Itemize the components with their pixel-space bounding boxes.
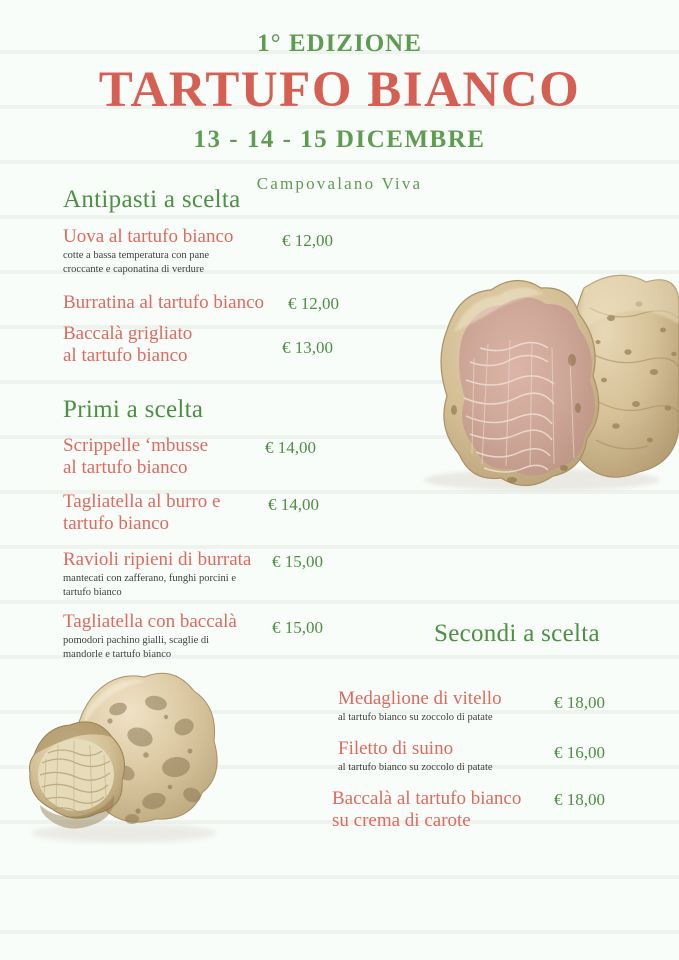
page-title: TARTUFO BIANCO bbox=[98, 62, 581, 118]
item-name: Filetto di suino bbox=[338, 738, 454, 759]
menu-item: Uova al tartufo bianco cotte a bassa tem… bbox=[63, 226, 293, 277]
item-price: € 12,00 bbox=[282, 231, 333, 250]
truffle-pair-photo bbox=[392, 212, 679, 494]
item-name: Ravioli ripieni di burrata bbox=[63, 549, 252, 570]
item-description: al tartufo bianco su zoccolo di patate bbox=[338, 712, 493, 724]
item-price: € 18,00 bbox=[554, 790, 605, 809]
item-price: € 15,00 bbox=[272, 618, 323, 637]
menu-item: Filetto di suino al tartufo bianco su zo… bbox=[338, 738, 558, 775]
item-name: Tagliatella al burro e tartufo bianco bbox=[63, 491, 221, 535]
item-price: € 15,00 bbox=[272, 552, 323, 571]
item-description: cotte a bassa temperatura con pane crocc… bbox=[63, 250, 210, 276]
poster-header: 1° EDIZIONE TARTUFO BIANCO 13 - 14 - 15 … bbox=[0, 0, 679, 194]
menu-item: Scrippelle ‘mbusse al tartufo bianco bbox=[63, 435, 283, 480]
section-title-antipasti: Antipasti a scelta bbox=[63, 186, 241, 213]
menu-item: Tagliatella con baccalà pomodori pachino… bbox=[63, 611, 273, 662]
menu-item: Tagliatella al burro e tartufo bianco bbox=[63, 491, 283, 536]
item-price: € 16,00 bbox=[554, 743, 605, 762]
item-name: Burratina al tartufo bianco bbox=[63, 292, 265, 313]
section-title-secondi: Secondi a scelta bbox=[434, 620, 600, 647]
truffle-lower-photo bbox=[14, 655, 224, 860]
edition-label: 1° EDIZIONE bbox=[257, 30, 422, 57]
menu-item: Burratina al tartufo bianco bbox=[63, 292, 293, 314]
section-title-primi: Primi a scelta bbox=[63, 396, 204, 423]
item-description: pomodori pachino gialli, scaglie di mand… bbox=[63, 635, 210, 661]
item-description: al tartufo bianco su zoccolo di patate bbox=[338, 762, 493, 774]
event-dates: 13 - 14 - 15 DICEMBRE bbox=[193, 125, 486, 153]
item-name: Baccalà grigliato al tartufo bianco bbox=[63, 323, 193, 367]
locality-label: Campovalano Viva bbox=[256, 173, 423, 193]
menu-item: Baccalà grigliato al tartufo bianco bbox=[63, 323, 293, 368]
item-name: Baccalà al tartufo bianco su crema di ca… bbox=[332, 788, 522, 832]
menu-item: Medaglione di vitello al tartufo bianco … bbox=[338, 688, 558, 725]
item-price: € 14,00 bbox=[265, 438, 316, 457]
item-price: € 12,00 bbox=[288, 294, 339, 313]
item-price: € 13,00 bbox=[282, 338, 333, 357]
menu-item: Baccalà al tartufo bianco su crema di ca… bbox=[332, 788, 562, 833]
menu-item: Ravioli ripieni di burrata mantecati con… bbox=[63, 549, 273, 600]
item-name: Tagliatella con baccalà bbox=[63, 611, 237, 632]
item-price: € 14,00 bbox=[268, 495, 319, 514]
item-name: Medaglione di vitello bbox=[338, 688, 502, 709]
item-name: Scrippelle ‘mbusse al tartufo bianco bbox=[63, 435, 209, 479]
item-name: Uova al tartufo bianco bbox=[63, 226, 234, 247]
item-price: € 18,00 bbox=[554, 693, 605, 712]
item-description: mantecati con zafferano, funghi porcini … bbox=[63, 573, 236, 599]
